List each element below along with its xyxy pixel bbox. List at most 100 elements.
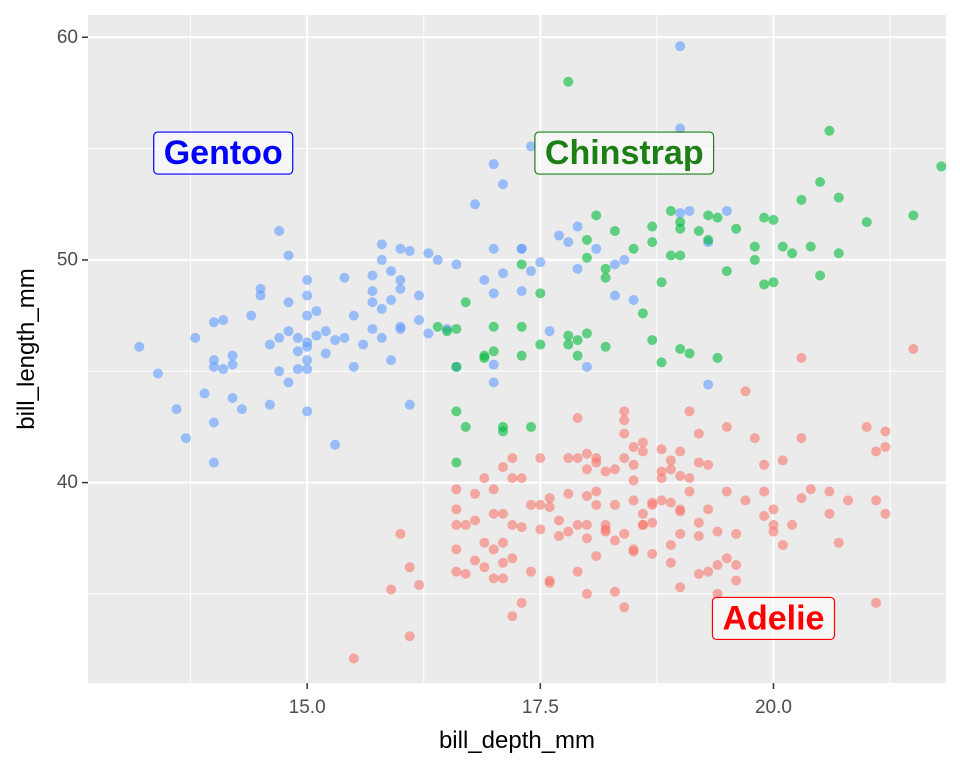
data-point — [693, 428, 704, 439]
data-point — [609, 290, 620, 301]
data-point — [796, 352, 807, 363]
data-point — [824, 125, 835, 136]
data-point — [553, 230, 564, 241]
data-point — [880, 426, 891, 437]
data-point — [488, 484, 499, 495]
label-gentoo: Gentoo — [153, 131, 294, 175]
data-point — [563, 237, 574, 248]
data-point — [665, 557, 676, 568]
data-point — [507, 519, 518, 530]
data-point — [703, 504, 714, 515]
data-point — [675, 217, 686, 228]
data-point — [208, 457, 219, 468]
data-point — [451, 484, 462, 495]
data-point — [581, 464, 592, 475]
data-point — [367, 323, 378, 334]
data-point — [581, 519, 592, 530]
y-tick-label: 60 — [57, 27, 78, 48]
data-point — [581, 448, 592, 459]
data-point — [749, 241, 760, 252]
data-point — [796, 433, 807, 444]
species-labels: Gentoo Chinstrap Adelie — [153, 131, 836, 641]
data-point — [675, 470, 686, 481]
data-point — [805, 241, 816, 252]
data-point — [637, 508, 648, 519]
series-chinstrap — [432, 76, 947, 468]
data-point — [516, 522, 527, 533]
data-point — [470, 199, 481, 210]
data-point — [600, 519, 611, 530]
data-point — [516, 597, 527, 608]
data-point — [292, 364, 303, 375]
data-point — [637, 308, 648, 319]
data-point — [721, 486, 732, 497]
data-point — [609, 499, 620, 510]
data-point — [414, 315, 425, 326]
data-point — [423, 328, 434, 339]
y-tick-label: 40 — [57, 472, 78, 493]
data-point — [693, 457, 704, 468]
data-point — [442, 326, 453, 337]
data-point — [395, 274, 406, 285]
data-point — [675, 582, 686, 593]
data-point — [628, 295, 639, 306]
data-point — [861, 421, 872, 432]
data-point — [320, 326, 331, 337]
data-point — [470, 488, 481, 499]
data-point — [647, 548, 658, 559]
data-point — [572, 566, 583, 577]
data-point — [236, 404, 247, 415]
label-text: Gentoo — [164, 134, 283, 172]
data-point — [404, 631, 415, 642]
data-point — [376, 254, 387, 265]
data-point — [302, 364, 313, 375]
data-point — [451, 361, 462, 372]
data-point — [581, 361, 592, 372]
data-point — [665, 455, 676, 466]
data-point — [581, 328, 592, 339]
points-layer — [134, 41, 947, 664]
data-point — [283, 297, 294, 308]
data-point — [451, 259, 462, 270]
data-point — [516, 473, 527, 484]
data-point — [451, 504, 462, 515]
data-point — [460, 519, 471, 530]
data-point — [665, 250, 676, 261]
label-text: Adelie — [722, 599, 824, 637]
data-point — [591, 457, 602, 468]
data-point — [759, 279, 770, 290]
data-point — [460, 568, 471, 579]
data-point — [376, 332, 387, 343]
data-point — [563, 488, 574, 499]
data-point — [768, 277, 779, 288]
data-point — [451, 457, 462, 468]
data-point — [460, 421, 471, 432]
data-point — [488, 544, 499, 555]
data-point — [712, 559, 723, 570]
data-point — [684, 406, 695, 417]
data-point — [404, 246, 415, 257]
data-point — [675, 250, 686, 261]
data-point — [628, 441, 639, 452]
data-point — [498, 508, 509, 519]
data-point — [246, 310, 257, 321]
data-point — [777, 539, 788, 550]
data-point — [880, 441, 891, 452]
data-point — [488, 359, 499, 370]
data-point — [675, 208, 686, 219]
data-point — [796, 493, 807, 504]
data-point — [339, 332, 350, 343]
data-point — [619, 415, 630, 426]
data-point — [908, 210, 919, 221]
data-point — [787, 519, 798, 530]
data-point — [572, 519, 583, 530]
data-point — [330, 335, 341, 346]
data-point — [488, 573, 499, 584]
data-point — [656, 357, 667, 368]
data-point — [600, 341, 611, 352]
data-point — [218, 315, 229, 326]
data-point — [544, 326, 555, 337]
data-point — [302, 310, 313, 321]
series-adelie — [348, 344, 919, 664]
data-point — [833, 192, 844, 203]
